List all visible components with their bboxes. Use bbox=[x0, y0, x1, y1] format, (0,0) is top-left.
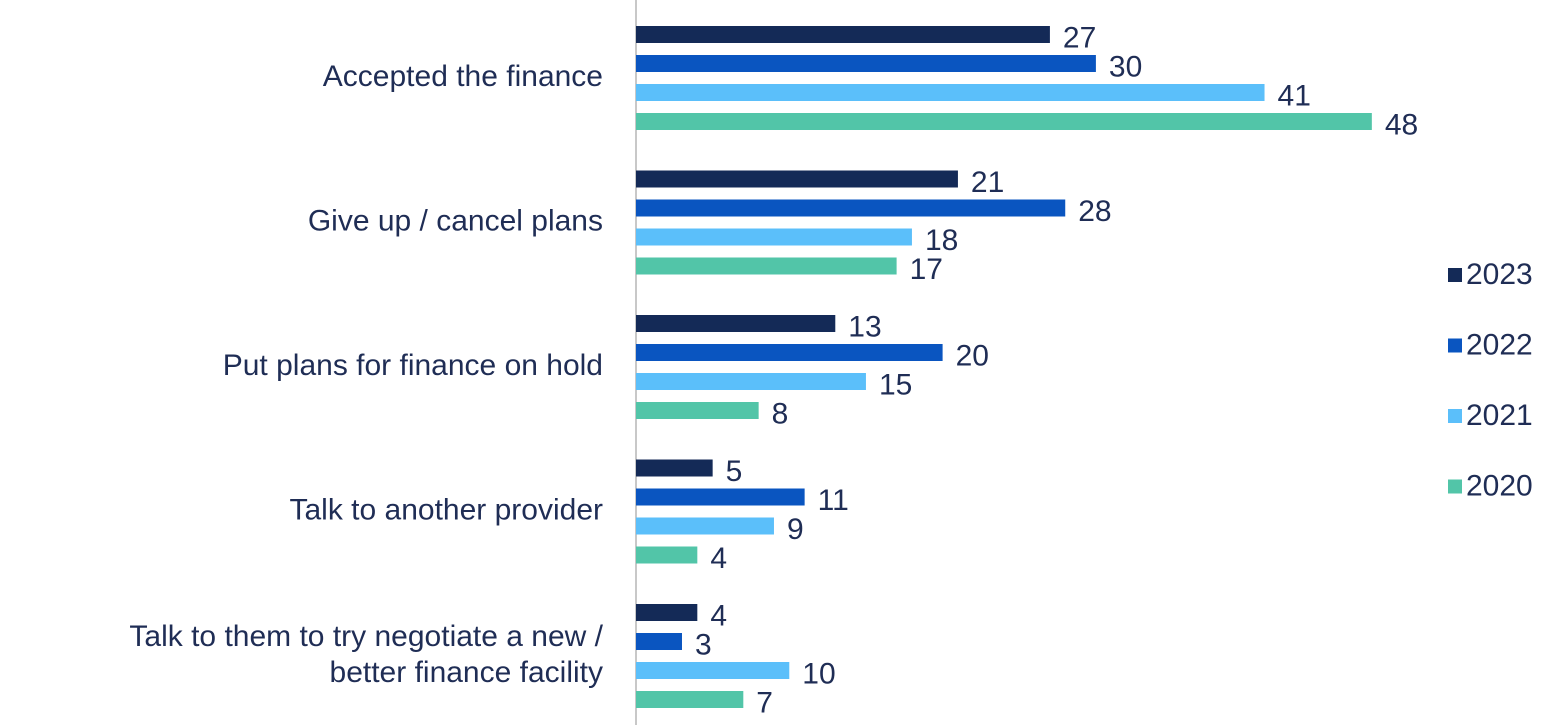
bar bbox=[636, 344, 943, 361]
value-label: 10 bbox=[802, 657, 835, 690]
legend-label: 2021 bbox=[1466, 399, 1533, 432]
bar bbox=[636, 488, 805, 506]
value-label: 28 bbox=[1078, 195, 1111, 228]
category-label: Talk to another provider bbox=[289, 493, 603, 526]
value-label: 30 bbox=[1109, 50, 1142, 83]
legend-swatch bbox=[1448, 479, 1462, 494]
category-label: Talk to them to try negotiate a new / bet… bbox=[129, 620, 603, 689]
bar bbox=[636, 604, 698, 621]
value-label: 48 bbox=[1385, 108, 1418, 141]
value-label: 13 bbox=[848, 310, 881, 343]
bar bbox=[636, 373, 866, 390]
value-label: 20 bbox=[956, 339, 989, 372]
bar bbox=[636, 633, 682, 650]
legend-swatch bbox=[1448, 409, 1462, 423]
value-label: 7 bbox=[756, 686, 773, 719]
value-label: 9 bbox=[787, 513, 804, 546]
legend-swatch bbox=[1448, 338, 1462, 353]
value-label: 4 bbox=[710, 542, 727, 575]
legend-label: 2023 bbox=[1466, 258, 1533, 291]
bar bbox=[636, 170, 958, 188]
value-label: 41 bbox=[1278, 79, 1311, 112]
category-label: Put plans for finance on hold bbox=[223, 349, 603, 382]
value-label: 3 bbox=[695, 628, 712, 661]
value-label: 18 bbox=[925, 224, 958, 257]
value-label: 8 bbox=[772, 397, 789, 430]
bar bbox=[636, 228, 912, 246]
bar bbox=[636, 402, 759, 419]
category-label: Give up / cancel plans bbox=[308, 204, 603, 237]
bar bbox=[636, 257, 897, 275]
value-label: 27 bbox=[1063, 21, 1096, 54]
bar bbox=[636, 55, 1096, 72]
bar bbox=[636, 84, 1265, 101]
value-label: 4 bbox=[710, 599, 727, 632]
value-label: 21 bbox=[971, 166, 1004, 199]
bar bbox=[636, 546, 698, 564]
legend-label: 2020 bbox=[1466, 469, 1533, 502]
bar bbox=[636, 26, 1050, 43]
value-label: 17 bbox=[910, 253, 943, 286]
legend-label: 2022 bbox=[1466, 328, 1533, 361]
bar bbox=[636, 662, 790, 679]
value-label: 11 bbox=[818, 484, 849, 517]
value-label: 15 bbox=[879, 368, 912, 401]
value-label: 5 bbox=[726, 455, 743, 488]
category-label: Accepted the finance bbox=[323, 60, 603, 93]
legend-swatch bbox=[1448, 268, 1462, 282]
bar bbox=[636, 691, 744, 708]
bar bbox=[636, 113, 1372, 130]
bar bbox=[636, 459, 713, 477]
bar bbox=[636, 199, 1066, 217]
bar bbox=[636, 517, 774, 535]
bar bbox=[636, 315, 836, 332]
